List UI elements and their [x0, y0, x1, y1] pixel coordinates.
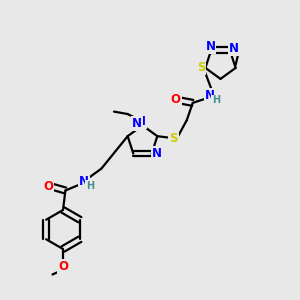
Text: H: H	[212, 95, 220, 106]
Text: S: S	[197, 61, 206, 74]
Text: H: H	[86, 181, 94, 191]
Text: N: N	[205, 89, 215, 102]
Text: N: N	[136, 115, 146, 128]
Text: O: O	[43, 179, 53, 193]
Text: S: S	[169, 132, 178, 145]
Text: N: N	[79, 175, 89, 188]
Text: N: N	[132, 117, 142, 130]
Text: O: O	[58, 260, 68, 273]
Text: O: O	[171, 93, 181, 106]
Text: N: N	[229, 42, 239, 55]
Text: N: N	[152, 146, 161, 160]
Text: N: N	[206, 40, 216, 53]
